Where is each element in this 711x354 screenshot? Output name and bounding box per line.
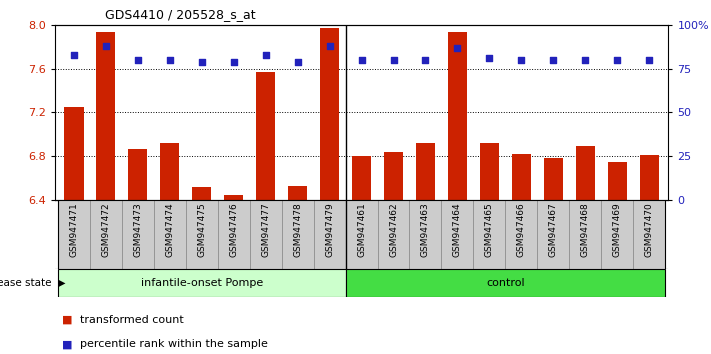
- Bar: [320, 28, 339, 200]
- Point: [579, 57, 591, 63]
- Text: GDS4410 / 205528_s_at: GDS4410 / 205528_s_at: [105, 8, 255, 21]
- Bar: [576, 146, 595, 200]
- Text: GSM947475: GSM947475: [197, 202, 206, 257]
- Text: ■: ■: [62, 339, 73, 349]
- Text: GSM947478: GSM947478: [293, 202, 302, 257]
- Bar: [186, 200, 218, 269]
- Text: ▶: ▶: [58, 278, 66, 288]
- Bar: [538, 200, 570, 269]
- Text: ■: ■: [62, 315, 73, 325]
- Point: [515, 57, 527, 63]
- Bar: [154, 200, 186, 269]
- Bar: [352, 156, 371, 200]
- Bar: [474, 200, 506, 269]
- Bar: [314, 200, 346, 269]
- Bar: [640, 155, 659, 200]
- Text: GSM947479: GSM947479: [325, 202, 334, 257]
- Bar: [250, 200, 282, 269]
- Bar: [128, 149, 147, 200]
- Bar: [96, 33, 115, 200]
- Text: GSM947466: GSM947466: [517, 202, 526, 257]
- Text: GSM947463: GSM947463: [421, 202, 430, 257]
- Point: [324, 43, 336, 48]
- Point: [419, 57, 431, 63]
- Bar: [288, 186, 307, 200]
- Point: [643, 57, 655, 63]
- Point: [260, 52, 272, 57]
- Bar: [384, 152, 403, 200]
- Bar: [122, 200, 154, 269]
- Bar: [442, 200, 474, 269]
- Text: transformed count: transformed count: [80, 315, 183, 325]
- Bar: [256, 72, 275, 200]
- Point: [292, 59, 304, 64]
- Point: [164, 57, 176, 63]
- Point: [132, 57, 144, 63]
- Bar: [282, 200, 314, 269]
- Bar: [506, 200, 538, 269]
- Bar: [224, 195, 243, 200]
- Point: [611, 57, 623, 63]
- Text: GSM947465: GSM947465: [485, 202, 494, 257]
- Text: infantile-onset Pompe: infantile-onset Pompe: [141, 278, 263, 288]
- Bar: [192, 187, 211, 200]
- Bar: [218, 200, 250, 269]
- Text: GSM947464: GSM947464: [453, 202, 462, 257]
- Text: disease state: disease state: [0, 278, 51, 288]
- Point: [451, 45, 463, 50]
- Text: GSM947467: GSM947467: [549, 202, 558, 257]
- Text: percentile rank within the sample: percentile rank within the sample: [80, 339, 267, 349]
- Text: GSM947468: GSM947468: [581, 202, 589, 257]
- Bar: [602, 200, 634, 269]
- Bar: [90, 200, 122, 269]
- Point: [196, 59, 208, 64]
- Bar: [346, 200, 378, 269]
- Text: GSM947472: GSM947472: [102, 202, 110, 257]
- Bar: [378, 200, 410, 269]
- Point: [68, 52, 80, 57]
- Text: GSM947469: GSM947469: [613, 202, 621, 257]
- Text: GSM947473: GSM947473: [134, 202, 142, 257]
- Bar: [416, 143, 435, 200]
- Text: GSM947461: GSM947461: [357, 202, 366, 257]
- Bar: [544, 158, 563, 200]
- Point: [547, 57, 559, 63]
- Bar: [58, 269, 346, 297]
- Bar: [512, 154, 531, 200]
- Bar: [448, 33, 467, 200]
- Bar: [480, 143, 499, 200]
- Bar: [608, 162, 627, 200]
- Bar: [634, 200, 665, 269]
- Point: [387, 57, 399, 63]
- Point: [100, 43, 112, 48]
- Text: GSM947474: GSM947474: [165, 202, 174, 257]
- Point: [483, 55, 495, 61]
- Bar: [346, 269, 665, 297]
- Bar: [64, 107, 83, 200]
- Text: GSM947462: GSM947462: [389, 202, 398, 257]
- Text: GSM947476: GSM947476: [229, 202, 238, 257]
- Point: [228, 59, 240, 64]
- Bar: [58, 200, 90, 269]
- Point: [356, 57, 367, 63]
- Text: GSM947470: GSM947470: [645, 202, 653, 257]
- Text: GSM947471: GSM947471: [70, 202, 78, 257]
- Bar: [570, 200, 602, 269]
- Bar: [410, 200, 442, 269]
- Text: GSM947477: GSM947477: [261, 202, 270, 257]
- Text: control: control: [486, 278, 525, 288]
- Bar: [160, 143, 179, 200]
